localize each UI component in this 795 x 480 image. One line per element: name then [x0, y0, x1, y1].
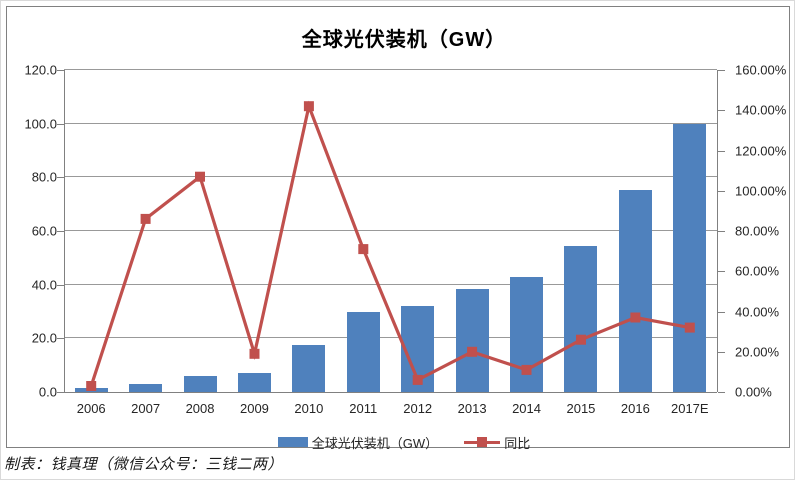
x-axis-line	[64, 392, 717, 393]
pv-install-bar	[346, 311, 380, 392]
y2-axis-tick-mark	[718, 190, 725, 192]
yoy-line-series	[86, 100, 695, 391]
y-axis-tick-label: 20.0	[31, 330, 57, 346]
y2-axis-tick-mark	[718, 351, 725, 353]
yoy-marker	[249, 348, 260, 359]
x-axis-tick-label: 2016	[620, 401, 650, 416]
yoy-marker	[140, 213, 151, 224]
legend-bar-swatch	[277, 437, 308, 447]
y2-axis-tick-mark	[718, 70, 725, 71]
pv-install-bar	[673, 123, 707, 392]
yoy-line	[89, 100, 691, 387]
yoy-marker	[521, 364, 532, 375]
yoy-marker	[195, 171, 205, 182]
yoy-marker	[684, 322, 695, 333]
y2-axis-tick-label: 40.00%	[735, 304, 780, 319]
y2-axis-tick-label: 100.00%	[735, 183, 787, 199]
y-axis-tick-mark	[57, 177, 64, 179]
y-axis-tick-label: 0.0	[38, 384, 57, 400]
y-axis-tick-mark	[57, 70, 64, 71]
y2-axis-tick-label: 20.00%	[735, 344, 780, 360]
pv-install-bar	[183, 375, 217, 392]
yoy-marker	[303, 101, 314, 112]
x-axis-tick-label: 2009	[239, 401, 269, 416]
y-axis-tick-mark	[57, 284, 64, 286]
x-axis-tick-label: 2010	[294, 401, 324, 416]
y-axis-tick-label: 120.0	[24, 62, 57, 78]
y2-axis-tick-label: 160.00%	[735, 62, 787, 78]
legend-line-swatch	[464, 437, 501, 447]
x-axis-tick-label: 2008	[185, 401, 215, 416]
y2-axis-tick-mark	[718, 392, 725, 393]
y-axis-tick-mark	[57, 392, 64, 393]
chart-frame: 全球光伏装机（GW） 120.0 100.0 80.0 60.0 40.0 20.0 0.0…	[6, 6, 790, 451]
x-axis-tick-label: 2006	[76, 401, 106, 416]
y-axis-tick-label: 40.0	[31, 277, 57, 293]
x-axis-tick-label: 2017E	[670, 401, 709, 416]
pv-install-bar	[237, 373, 271, 392]
y2-axis-tick-label: 140.00%	[735, 102, 787, 118]
y2-axis-tick-mark	[718, 150, 725, 152]
x-axis-tick-label: 2014	[512, 401, 541, 416]
gridline	[64, 176, 717, 178]
credit-text: 制表：钱真理（微信公众号：三钱二两）	[4, 457, 284, 473]
chart-title: 全球光伏装机（GW）	[301, 29, 507, 51]
y2-axis-tick-label: 60.00%	[735, 263, 780, 279]
y2-axis-line	[717, 70, 718, 392]
y2-axis-tick-mark	[718, 271, 725, 273]
y2-axis-tick-mark	[718, 311, 725, 313]
y-axis-tick-mark	[57, 123, 64, 125]
y-axis-tick-label: 80.0	[31, 169, 57, 185]
yoy-marker	[86, 381, 97, 391]
pv-install-bar	[455, 288, 489, 392]
pv-install-bar	[129, 384, 163, 392]
pv-install-bar	[618, 189, 652, 392]
gridline	[64, 122, 717, 124]
yoy-marker	[358, 244, 369, 255]
x-axis-tick-label: 2011	[349, 401, 378, 416]
chart-legend: 全球光伏装机（GW） 同比	[12, 433, 794, 451]
y2-axis-tick-label: 120.00%	[735, 143, 787, 158]
legend-label-yoy: 同比	[504, 435, 531, 451]
legend-line-marker	[477, 437, 488, 447]
y-axis-line	[64, 70, 65, 392]
y2-axis-tick-label: 0.00%	[735, 384, 772, 400]
y-axis-tick-mark	[57, 231, 64, 232]
x-axis-tick-label: 2013	[457, 401, 487, 416]
gridline	[64, 337, 717, 339]
y-axis-tick-label: 60.0	[31, 223, 57, 239]
y-axis-tick-label: 100.0	[24, 116, 57, 132]
x-axis-tick-label: 2007	[131, 401, 161, 416]
yoy-marker	[630, 312, 641, 323]
x-axis-tick-label: 2012	[403, 401, 433, 416]
gridline	[64, 69, 717, 70]
pv-install-bar	[564, 245, 598, 392]
pv-install-bar	[292, 345, 326, 392]
y2-axis-tick-mark	[718, 231, 725, 232]
gridline	[64, 283, 717, 285]
y2-axis-tick-mark	[718, 110, 725, 112]
gridline	[64, 230, 717, 231]
y2-axis-tick-label: 80.00%	[735, 223, 780, 239]
y-axis-tick-mark	[57, 338, 64, 340]
yoy-marker	[467, 346, 478, 357]
x-axis-tick-label: 2015	[566, 401, 596, 416]
legend-label-installations: 全球光伏装机（GW）	[311, 435, 439, 451]
yoy-marker	[412, 374, 423, 385]
yoy-marker	[576, 334, 586, 345]
